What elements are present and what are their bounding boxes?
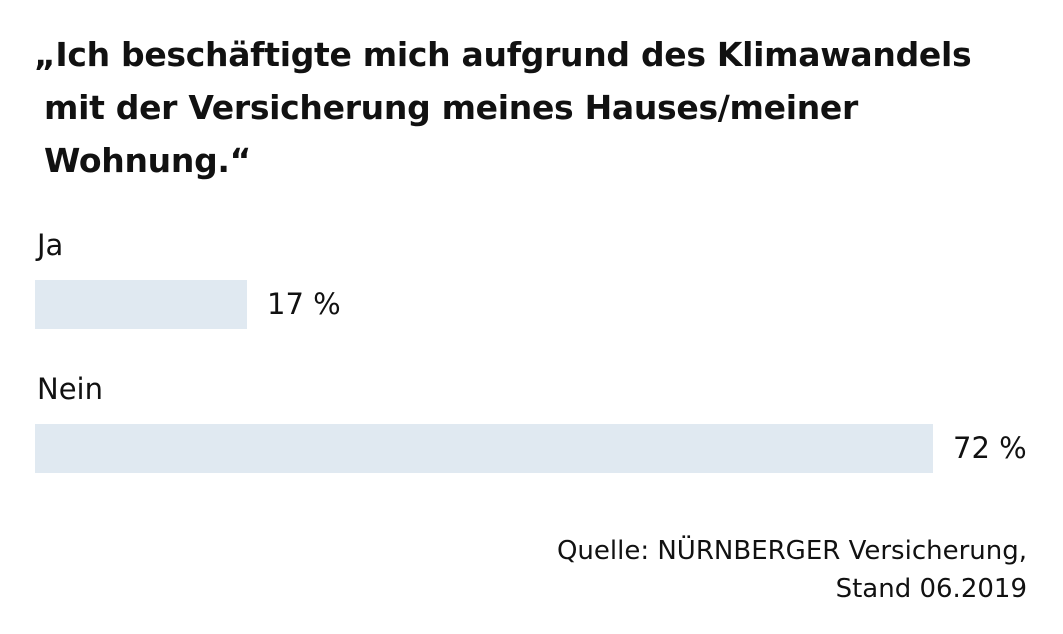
- source-line-1: Quelle: NÜRNBERGER Versicherung,: [556, 536, 1027, 566]
- category-label-nein: Nein: [37, 372, 103, 406]
- category-label-ja: Ja: [37, 228, 64, 262]
- chart-title-line-3: Wohnung.“: [44, 141, 252, 180]
- chart-title-line-2: mit der Versicherung meines Hauses/meine…: [44, 88, 858, 127]
- chart-title-line-1: „Ich beschäftigte mich aufgrund des Klim…: [34, 35, 972, 74]
- bar-nein: [35, 424, 933, 473]
- source-line-2: Stand 06.2019: [835, 574, 1027, 604]
- value-label-ja: 17 %: [267, 287, 341, 321]
- chart-title: „Ich beschäftigte mich aufgrund des Klim…: [34, 28, 1034, 187]
- source-note: Quelle: NÜRNBERGER Versicherung, Stand 0…: [557, 532, 1027, 608]
- value-label-nein: 72 %: [953, 431, 1027, 465]
- bar-ja: [35, 280, 247, 329]
